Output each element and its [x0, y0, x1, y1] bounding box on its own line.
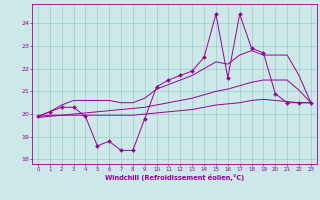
X-axis label: Windchill (Refroidissement éolien,°C): Windchill (Refroidissement éolien,°C) [105, 174, 244, 181]
